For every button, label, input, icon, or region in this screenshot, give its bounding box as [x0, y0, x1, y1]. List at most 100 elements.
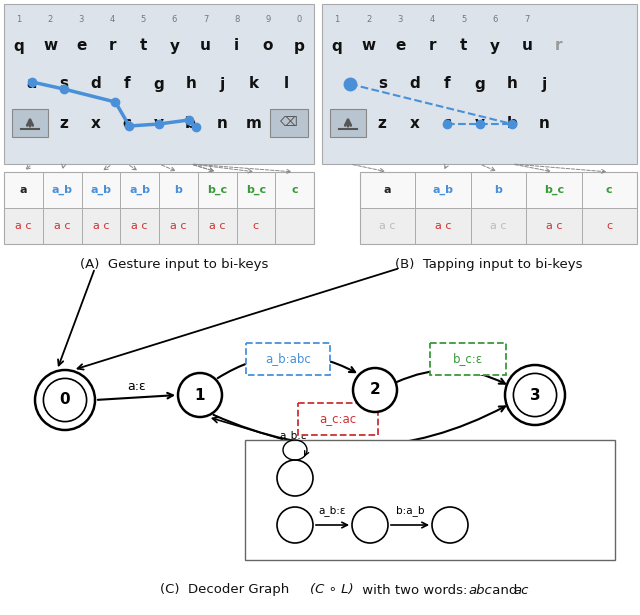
Text: p: p: [294, 39, 305, 54]
Circle shape: [44, 378, 86, 422]
Text: 5: 5: [141, 15, 146, 25]
Bar: [360, 172, 637, 244]
Text: (B)  Tapping input to bi-keys: (B) Tapping input to bi-keys: [395, 258, 582, 271]
Text: w: w: [362, 39, 376, 54]
Text: z: z: [60, 116, 68, 132]
Circle shape: [352, 507, 388, 543]
Text: r: r: [109, 39, 116, 54]
Text: i: i: [234, 39, 239, 54]
Bar: [360, 208, 637, 244]
Bar: [4, 172, 314, 208]
Text: a c: a c: [54, 221, 70, 231]
Text: h: h: [506, 76, 517, 92]
Text: a:ε: a:ε: [127, 379, 146, 392]
Text: e: e: [76, 39, 86, 54]
Text: g: g: [474, 76, 485, 92]
Circle shape: [432, 507, 468, 543]
Text: 9: 9: [265, 15, 271, 25]
Text: a_b: a_b: [433, 185, 454, 195]
Text: a c: a c: [93, 221, 109, 231]
Text: c: c: [606, 221, 612, 231]
Circle shape: [277, 507, 313, 543]
Text: b_c: b_c: [246, 185, 266, 195]
Text: a_b:ε: a_b:ε: [319, 506, 346, 517]
Text: b_c: b_c: [207, 185, 227, 195]
Text: r: r: [428, 39, 436, 54]
Circle shape: [277, 460, 313, 496]
Text: a_b:abc: a_b:abc: [265, 352, 311, 365]
Text: 3: 3: [530, 387, 540, 402]
Text: a c: a c: [435, 221, 451, 231]
Circle shape: [505, 365, 565, 425]
Text: 1: 1: [195, 387, 205, 402]
Text: 6: 6: [493, 15, 498, 25]
Bar: [4, 172, 314, 244]
Text: c: c: [123, 116, 132, 132]
Text: y: y: [490, 39, 500, 54]
Text: c: c: [606, 185, 612, 195]
Text: j: j: [541, 76, 547, 92]
Text: b: b: [185, 116, 196, 132]
Text: a c: a c: [490, 221, 507, 231]
Text: b_c:ε: b_c:ε: [453, 352, 483, 365]
Text: a c: a c: [15, 221, 31, 231]
Text: r: r: [555, 39, 563, 54]
Text: a: a: [27, 76, 37, 92]
Text: a_c:ac: a_c:ac: [319, 413, 356, 426]
Text: t: t: [140, 39, 147, 54]
Text: d: d: [410, 76, 420, 92]
Text: n: n: [539, 116, 550, 132]
Text: 3: 3: [397, 15, 403, 25]
Text: a_b: a_b: [52, 185, 72, 195]
Text: a_b: a_b: [129, 185, 150, 195]
Bar: [12, 109, 48, 137]
Text: 5: 5: [461, 15, 467, 25]
Text: 7: 7: [203, 15, 209, 25]
Circle shape: [353, 368, 397, 412]
Text: 2: 2: [47, 15, 52, 25]
Text: s: s: [60, 76, 68, 92]
Bar: [322, 4, 637, 164]
Text: b:a_b: b:a_b: [396, 506, 424, 517]
Text: a_b:ε: a_b:ε: [279, 430, 307, 442]
Text: a: a: [20, 185, 27, 195]
Text: d: d: [90, 76, 101, 92]
FancyBboxPatch shape: [298, 403, 378, 435]
Text: 1: 1: [17, 15, 22, 25]
Text: v: v: [474, 116, 484, 132]
Text: c: c: [442, 116, 451, 132]
Bar: [4, 208, 314, 244]
Circle shape: [513, 373, 557, 416]
Text: l: l: [284, 76, 289, 92]
Text: (A)  Gesture input to bi-keys: (A) Gesture input to bi-keys: [80, 258, 268, 271]
Text: w: w: [43, 39, 57, 54]
Text: f: f: [124, 76, 131, 92]
Text: a c: a c: [131, 221, 148, 231]
Text: 3: 3: [79, 15, 84, 25]
Text: 6: 6: [172, 15, 177, 25]
Text: a: a: [384, 185, 392, 195]
Text: x: x: [91, 116, 100, 132]
Text: a_b: a_b: [90, 185, 111, 195]
Text: m: m: [246, 116, 262, 132]
Text: q: q: [332, 39, 342, 54]
Text: abc: abc: [468, 584, 492, 597]
Text: b_c: b_c: [544, 185, 564, 195]
Text: f: f: [444, 76, 451, 92]
Text: c: c: [253, 221, 259, 231]
Text: y: y: [170, 39, 180, 54]
Bar: [4, 4, 314, 164]
Text: t: t: [460, 39, 467, 54]
Text: 2: 2: [366, 15, 371, 25]
Text: z: z: [378, 116, 387, 132]
Circle shape: [178, 373, 222, 417]
Text: and: and: [488, 584, 522, 597]
Text: b: b: [507, 116, 517, 132]
Text: with two words:: with two words:: [358, 584, 472, 597]
Text: a: a: [345, 76, 355, 92]
FancyBboxPatch shape: [246, 343, 330, 375]
Text: decoder expands these arcs
into transit | align model: decoder expands these arcs into transit …: [326, 470, 484, 495]
Text: 0: 0: [60, 392, 70, 408]
Bar: [245, 440, 615, 560]
Text: u: u: [522, 39, 532, 54]
